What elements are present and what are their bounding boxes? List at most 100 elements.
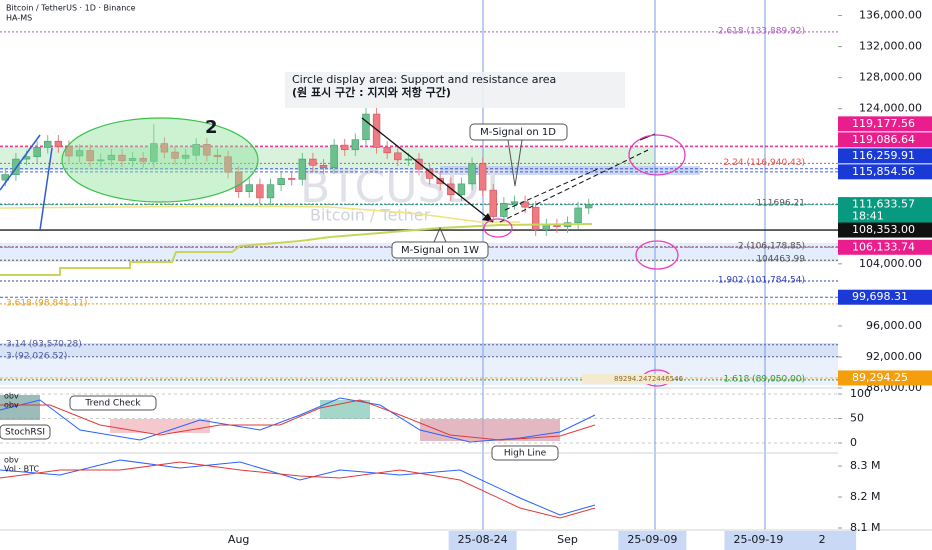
callout-box — [69, 395, 157, 411]
candle-body — [256, 184, 264, 199]
candle-body — [54, 140, 63, 147]
candle-body — [404, 158, 413, 161]
price-tag — [838, 164, 932, 180]
callout: High Line — [504, 449, 547, 459]
x-tick-label: Aug — [228, 533, 249, 546]
price-tag-label: 115,854.56 — [852, 165, 915, 178]
price-tag — [838, 116, 932, 132]
price-tag-label: 119,177.56 — [852, 117, 915, 130]
candle-body — [478, 163, 487, 191]
y-tick-label: 136,000.00 — [859, 9, 922, 22]
candle-body — [489, 189, 497, 217]
x-tick-label: 25-09-09 — [627, 533, 677, 546]
stoch-bars — [320, 400, 370, 419]
price-tag-label: 108,353.00 — [852, 223, 915, 236]
x-label-bg — [448, 531, 517, 550]
arrow-head — [482, 213, 493, 222]
m-signal-1w — [0, 223, 593, 276]
candle-body — [97, 159, 105, 162]
note-box — [285, 72, 625, 108]
candle-body — [542, 224, 550, 230]
candle-body — [86, 150, 94, 161]
price-tag — [838, 289, 932, 305]
callout: Trend Check — [84, 399, 141, 409]
candle-body — [277, 178, 285, 185]
candle-body — [139, 158, 147, 162]
candle-body — [351, 139, 360, 151]
price-tag — [838, 197, 932, 224]
arrow — [361, 117, 494, 223]
candle-body — [213, 154, 222, 158]
level-label: 111696.21 — [756, 199, 805, 209]
candle-body — [107, 154, 116, 161]
candle-body — [160, 143, 169, 153]
level-label: 2 (106,178.85) — [738, 241, 805, 251]
candle-body — [234, 171, 243, 192]
candle-body — [585, 204, 593, 209]
circle — [635, 240, 679, 270]
candle-body — [362, 113, 370, 140]
channel-line — [504, 167, 601, 211]
y-tick-label: 50 — [850, 412, 864, 425]
level-label: 1.618 (89,050.00) — [724, 374, 805, 384]
obv-line — [0, 461, 596, 519]
callout-box — [0, 424, 51, 440]
indicator-name: HA-MS — [6, 14, 32, 23]
support-zone — [0, 147, 655, 170]
y-tick-label: 132,000.00 — [859, 40, 922, 53]
blue-zone — [440, 166, 700, 175]
symbol: Bitcoin / TetherUS · 1D · Binance — [6, 4, 136, 13]
candle-body — [118, 154, 126, 161]
x-tick-label: 25-08-24 — [458, 533, 508, 546]
price-tag-label: 99,698.31 — [852, 290, 908, 303]
watermark: Bitcoin / Tether — [310, 206, 431, 225]
candle-body — [181, 154, 190, 159]
candle-body — [383, 147, 391, 154]
price-axis — [838, 0, 932, 550]
price-tag-label: 116,259.91 — [852, 149, 915, 162]
stoch-bars — [110, 419, 210, 433]
chip-label: 89294.2472446546 — [614, 375, 684, 383]
callout: StochRSI — [5, 428, 45, 438]
candle-body — [415, 158, 423, 170]
callout-box — [469, 123, 568, 141]
price-tag — [838, 222, 932, 238]
candle-body — [12, 158, 20, 175]
note: Circle display area: Support and resista… — [292, 73, 556, 86]
candle-body — [510, 201, 519, 204]
candle-body — [288, 178, 296, 180]
candle-body — [171, 151, 179, 159]
price-tag — [838, 148, 932, 164]
callout-pointer — [507, 139, 523, 187]
candle-body — [44, 140, 52, 148]
pane-label: obv — [4, 456, 19, 465]
y-tick-label: 0 — [850, 436, 857, 449]
x-label-bg — [788, 531, 857, 550]
y-tick-label: 128,000.00 — [859, 71, 922, 84]
callout-box — [491, 445, 559, 461]
price-tag — [838, 239, 932, 255]
callout-pointer — [433, 226, 447, 243]
pane-label: obv — [4, 392, 19, 401]
stoch-d — [0, 399, 596, 441]
pane-label: obv — [4, 401, 19, 410]
candle-body — [372, 113, 381, 148]
trend-line — [39, 147, 53, 231]
wave-label: 2 — [205, 117, 218, 138]
candle-body — [468, 163, 476, 185]
level-label: 2.618 (133,889.92) — [718, 26, 805, 36]
candle-body — [457, 183, 466, 196]
x-tick-label: 25-09-19 — [733, 533, 783, 546]
x-label-bg — [724, 531, 793, 550]
candle-body — [309, 158, 317, 166]
candle-body — [224, 156, 232, 173]
candle-body — [330, 144, 338, 168]
x-tick-label: Sep — [557, 533, 578, 546]
y-tick-label: 8.2 M — [850, 490, 880, 503]
price-tag-label: 119,086.64 — [852, 133, 915, 146]
candle-body — [192, 144, 200, 156]
countdown: 18:41 — [852, 210, 884, 223]
callout: M-Signal on 1W — [401, 245, 479, 256]
